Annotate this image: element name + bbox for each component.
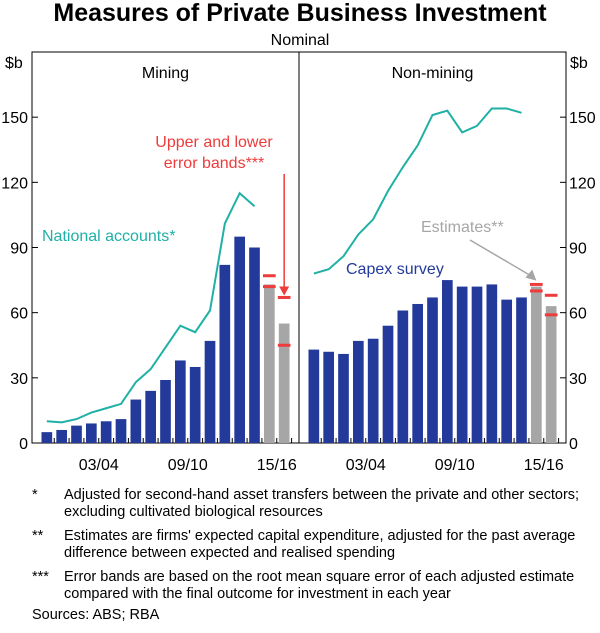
capex-bar: [397, 310, 409, 443]
y-tick-label-right: 120: [569, 175, 596, 192]
capex-bar: [516, 297, 527, 443]
capex-bar: [456, 286, 468, 443]
y-tick-label-left: 30: [10, 371, 28, 388]
capex-bar: [249, 247, 260, 443]
y-tick-label-right: 60: [569, 306, 587, 323]
y-tick-label-left: 60: [10, 306, 28, 323]
error-bands-arrowhead: [279, 286, 290, 296]
capex-bar: [71, 425, 82, 443]
estimate-bar: [545, 306, 557, 443]
error-bands-label: Upper and lower: [155, 134, 273, 151]
capex-bar: [115, 419, 127, 443]
footnote-1-text: Adjusted for second-hand asset transfers…: [64, 487, 580, 520]
estimate-bar: [530, 286, 542, 443]
y-tick-label-right: 150: [569, 110, 596, 127]
capex-bar: [219, 264, 231, 443]
x-tick-label: 09/10: [168, 457, 208, 474]
footnotes: * Adjusted for second-hand asset transfe…: [32, 487, 592, 610]
capex-bar: [352, 340, 364, 443]
error-bands-label: error bands***: [164, 155, 265, 172]
y-tick-label-left: 150: [1, 110, 28, 127]
capex-bar: [85, 423, 97, 443]
capex-bar: [412, 303, 424, 443]
capex-bar: [204, 340, 216, 443]
investment-chart: Measures of Private Business Investment N…: [1, 0, 596, 474]
capex-bar: [323, 351, 335, 443]
capex-bar: [56, 429, 68, 443]
capex-bar: [145, 390, 157, 443]
y-tick-label-left: 120: [1, 175, 28, 192]
footnote-2-text: Estimates are firms' expected capital ex…: [64, 528, 576, 561]
estimates-arrowhead: [525, 269, 537, 281]
footnote-3-text: Error bands are based on the root mean s…: [64, 569, 575, 602]
national-accounts-line: [46, 191, 256, 424]
estimates-label: Estimates**: [421, 219, 504, 236]
y-tick-label-right: 90: [569, 241, 587, 258]
y-tick-label-left: 0: [19, 436, 28, 453]
capex-bar: [100, 421, 112, 443]
footnote-3: *** Error bands are based on the root me…: [32, 569, 592, 603]
capex-bar: [486, 284, 498, 443]
x-tick-label: 15/16: [524, 457, 564, 474]
footnote-2: ** Estimates are firms' expected capital…: [32, 528, 592, 562]
capex-bar: [160, 380, 171, 443]
estimates-arrow-shaft: [469, 239, 533, 278]
x-tick-label: 15/16: [257, 457, 297, 474]
estimate-bar: [263, 284, 275, 443]
y-tick-label-right: 0: [569, 436, 578, 453]
y-tick-label-right: 30: [569, 371, 587, 388]
capex-bar: [189, 366, 201, 443]
y-unit-left: $b: [5, 55, 23, 72]
capex-bar: [441, 280, 453, 443]
capex-bar: [427, 297, 438, 443]
capex-bar: [471, 286, 483, 443]
capex-bar: [338, 353, 349, 443]
capex-bar: [308, 349, 320, 443]
footnote-1: * Adjusted for second-hand asset transfe…: [32, 487, 592, 521]
capex-bar: [501, 299, 513, 443]
capex-bar: [130, 399, 142, 443]
national-accounts-line: [313, 107, 522, 275]
chart-subtitle: Nominal: [271, 32, 330, 49]
capex-bar: [382, 325, 394, 443]
panel-title-non-mining: Non-mining: [392, 65, 474, 82]
capex-bar: [367, 338, 379, 443]
sources-line: Sources: ABS; RBA: [32, 607, 160, 623]
national-accounts-label: National accounts*: [42, 228, 175, 245]
estimate-bar: [278, 323, 290, 443]
capex-survey-label: Capex survey: [346, 261, 444, 278]
x-tick-label: 09/10: [435, 457, 475, 474]
y-unit-right: $b: [570, 55, 588, 72]
capex-bar: [41, 432, 53, 443]
chart-title: Measures of Private Business Investment: [53, 0, 547, 27]
x-tick-label: 03/04: [346, 457, 386, 474]
capex-bar: [234, 236, 246, 443]
x-tick-label: 03/04: [79, 457, 119, 474]
y-tick-label-left: 90: [10, 241, 28, 258]
panel-title-mining: Mining: [142, 65, 189, 82]
capex-bar: [174, 360, 186, 443]
